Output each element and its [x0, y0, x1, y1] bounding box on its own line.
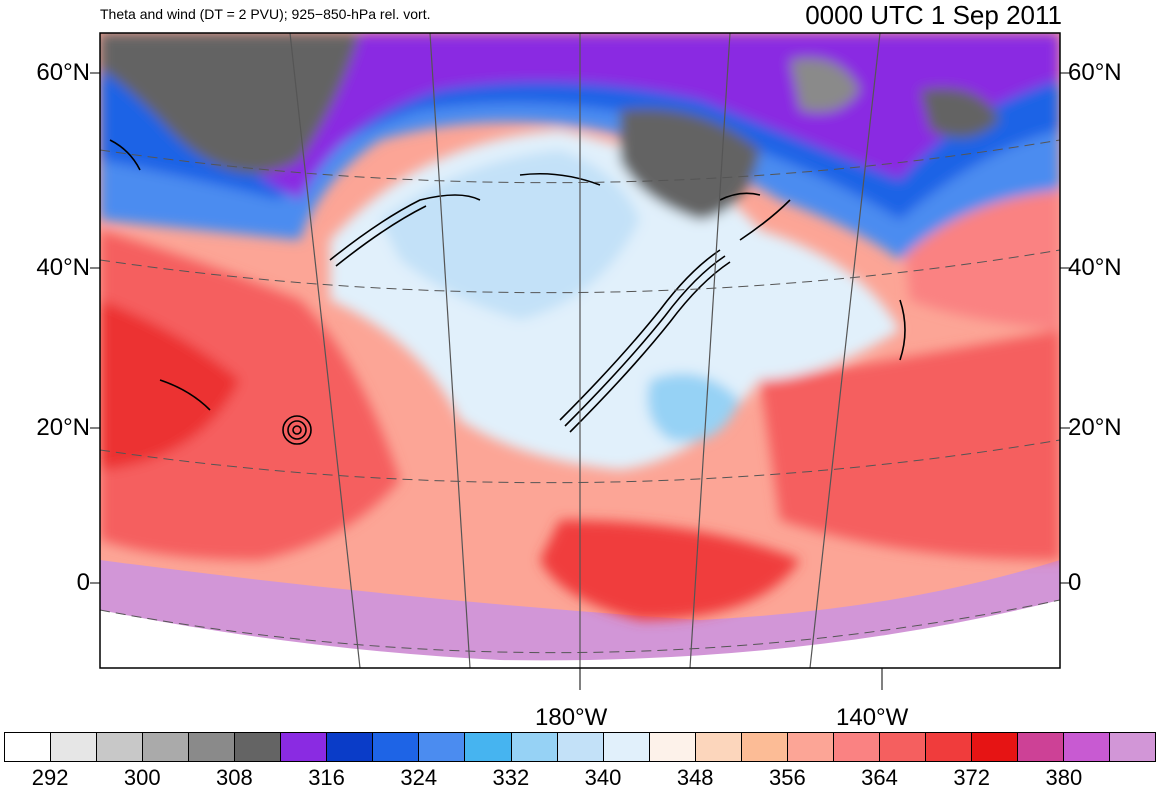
colorbar-swatch [511, 733, 558, 761]
lat-label-left-60n: 60°N [36, 59, 90, 86]
colorbar-swatch [419, 733, 466, 761]
colorbar-label: 300 [123, 765, 161, 790]
colorbar-swatch [649, 733, 696, 761]
colorbar-label: 380 [1045, 765, 1083, 790]
lat-label-right-20n: 20°N [1068, 414, 1122, 441]
colorbar-swatch [281, 733, 328, 761]
lon-label-180w: 180°W [535, 704, 608, 731]
colorbar-label: 316 [308, 765, 345, 790]
colorbar-swatch [5, 733, 52, 761]
axis-ticks [90, 72, 1070, 690]
colorbar-swatch [971, 733, 1019, 761]
colorbar-swatch [465, 733, 512, 761]
colorbar-label: 356 [769, 765, 806, 790]
meridians [289, 33, 881, 668]
colorbar-swatch [741, 733, 788, 761]
colorbar-swatch [51, 733, 98, 761]
map-panel [90, 32, 1070, 690]
colorbar-swatch [879, 733, 926, 761]
colorbar-label: 364 [861, 765, 898, 790]
colorbar-swatch [603, 733, 650, 761]
colorbar-swatch [695, 733, 742, 761]
colorbar-label: 348 [676, 765, 714, 790]
lat-label-right-60n: 60°N [1068, 59, 1122, 86]
colorbar-label: 340 [584, 765, 622, 790]
colorbar-label: 372 [953, 765, 991, 790]
colorbar-swatch [557, 733, 604, 761]
theta-field [100, 33, 1060, 668]
colorbar-swatch [373, 733, 420, 761]
colorbar-swatch [327, 733, 374, 761]
colorbar-swatch [143, 733, 190, 761]
chart-title: Theta and wind (DT = 2 PVU); 925−850-hPa… [100, 6, 431, 22]
colorbar-swatch [833, 733, 880, 761]
colorbar-swatch [925, 733, 972, 761]
colorbar-swatch [235, 733, 282, 761]
lat-label-right-0: 0 [1068, 569, 1082, 596]
colorbar-label: 324 [400, 765, 438, 790]
lat-label-left-40n: 40°N [36, 254, 90, 281]
lat-label-right-40n: 40°N [1068, 254, 1122, 281]
colorbar-swatch [1064, 733, 1111, 761]
colorbar-swatch [97, 733, 144, 761]
lat-label-left-0: 0 [76, 569, 90, 596]
colorbar-swatch [189, 733, 236, 761]
colorbar-label: 292 [31, 765, 69, 790]
colorbar-label: 308 [216, 765, 253, 790]
colorbar-swatch [1018, 733, 1065, 761]
colorbar [4, 732, 1156, 762]
colorbar-swatch [1110, 733, 1156, 761]
vorticity-contours [109, 139, 906, 445]
lat-label-left-20n: 20°N [36, 414, 90, 441]
lon-label-140w: 140°W [836, 704, 909, 731]
colorbar-label: 332 [492, 765, 530, 790]
colorbar-swatch [787, 733, 834, 761]
valid-time: 0000 UTC 1 Sep 2011 [805, 0, 1062, 30]
